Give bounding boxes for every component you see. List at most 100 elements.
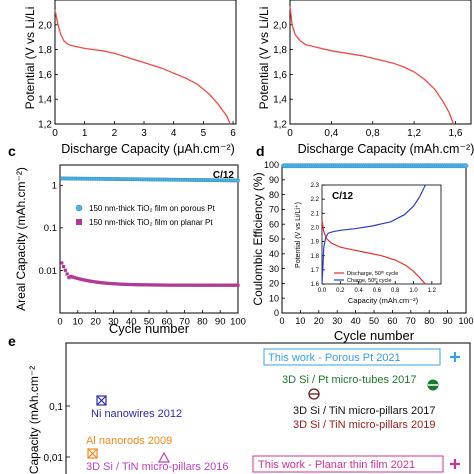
planar-pt-point [127,282,132,287]
x-tick-label: 4 [171,128,177,139]
planar-pt-point [134,283,139,287]
panel-a-frame [54,0,237,125]
al-nanorods-marker [87,448,98,459]
panel-c-yticks: 0.01 0.1 1 [39,181,63,277]
planar-pt-point [150,283,155,287]
panel-e-label: e [8,333,16,349]
si-tin-2016-label: 3D Si / TiN micro-pillars 2016 [86,461,228,473]
panel-c-label: c [8,143,16,159]
ni-nanowires-label: Ni nanowires 2012 [91,408,182,420]
x-tick-label: 1 [82,128,88,139]
panel-c-legend: 150 nm-thick TiO₂ film on porous Pt 150 … [75,204,216,227]
planar-pt-point [156,283,160,287]
panel-b-frame [289,0,472,125]
x-tick-label: 5 [201,128,207,139]
y-tick-label: 70 [269,205,279,215]
planar-pt-point [108,281,112,286]
panel-b-xticks: 0 0,4 0,8 1,2 1,6 [287,121,463,139]
x-tick-label: 30 [108,317,119,328]
panel-d-xticks: 0 10 20 30 40 50 60 70 80 90 100 [279,310,474,326]
x-tick-label: 0,8 [366,128,380,139]
inset-ylabel: Potential (V vs Li/Li⁺) [295,202,302,268]
planar-film-marker [450,459,460,469]
x-tick-label: 60 [387,316,397,326]
panel-a-xlabel: Discharge Capacity (μAh.cm⁻²) [61,142,235,156]
planar-pt-point [142,283,146,287]
inset-frame [321,184,442,285]
planar-pt-point [117,282,121,286]
planar-pt-point [63,268,67,272]
planar-pt-point [197,283,201,287]
porous-pt-point [236,178,240,183]
panel-e: e Capacity (mAh.cm⁻² 0,01 0,1 This work -… [8,333,471,474]
planar-pt-point [81,278,85,282]
x-tick-label: 0 [57,317,62,328]
si-pt-tubes-marker [427,379,439,391]
panel-a-ylabel: Potential (V vs Li/Li [23,7,37,110]
planar-pt-point [76,276,80,281]
legend-label-planar: 150 nm-thick TiO₂ film on planar Pt [89,218,213,227]
planar-pt-point [231,283,235,287]
panel-d-label: d [256,143,265,159]
x-tick-label: 0 [287,128,293,139]
x-tick-label: 70 [179,317,190,328]
planar-pt-point [115,282,119,286]
planar-pt-point [102,281,107,285]
y-tick-label: 2.1 [311,211,320,217]
inset-rate: C/12 [332,191,354,202]
planar-pt-point [145,283,149,287]
planar-pt-point [111,282,115,286]
planar-pt-point [131,282,135,287]
planar-pt-point [159,283,164,287]
planar-pt-point [174,283,178,287]
panel-d-xlabel: Cycle number [334,328,415,343]
y-tick-label: 2.0 [311,226,320,232]
y-tick-label: 100 [264,160,279,170]
planar-pt-point [234,283,238,287]
panel-d-ylabel: Coulombic Efficiency (%) [251,172,265,305]
y-tick-label: 1.6 [311,282,320,288]
planar-pt-point [216,283,221,287]
planar-pt-point [177,283,181,287]
planar-pt-point [86,279,91,283]
planar-pt-point [165,283,169,287]
planar-pt-point [104,281,108,285]
x-tick-label: 100 [458,316,473,326]
planar-pt-point [72,275,76,280]
planar-pt-point [97,280,101,285]
panel-d: d Coulombic Efficiency (%) 0 10 20 30 40 50 60… [251,143,474,343]
planar-pt-point [166,283,171,287]
panel-e-ylabel: Capacity (mAh.cm⁻² [27,366,41,474]
planar-pt-point [88,279,92,283]
planar-pt-point [181,283,185,287]
planar-film-label: This work - Planar thin film 2021 [258,459,415,471]
porous-pt-label: This work - Porous Pt 2021 [268,352,401,364]
porous-pt-box [263,348,441,366]
x-tick-label: 90 [443,316,453,326]
planar-pt-point [190,283,194,287]
panel-c: c C/12 Areal Capacity (mAh.cm⁻²) 0.01 0.1… [8,143,246,336]
planar-pt-point [65,272,69,276]
planar-pt-point [85,278,89,283]
y-tick-label: 1,2 [273,120,287,131]
legend-marker-planar [76,219,82,225]
planar-pt-point [69,274,73,278]
planar-pt-point [95,280,99,284]
panel-d-inset: C/12 Potential (V vs Li/Li⁺) 1.61.71.81.… [295,183,442,305]
inset-legend: Discharge, 50ᵗʰ cycle Charge, 50ᵗʰ cycle [334,270,398,284]
y-tick-label: 80 [269,190,279,200]
planar-pt-point [83,278,87,282]
x-tick-label: 90 [215,317,226,328]
x-tick-label: 0.8 [391,288,400,294]
panel-b-xlabel: Discharge Capacity (mAh.cm⁻²) [298,142,474,156]
x-tick-label: 0,4 [324,128,338,139]
planar-pt-point [223,283,228,287]
planar-pt-point [110,281,114,286]
planar-pt-point [79,277,83,281]
planar-pt-point [61,265,66,269]
planar-pt-point [129,282,133,287]
y-tick-label: 40 [269,249,279,259]
panel-e-frame [65,342,471,474]
y-tick-label: 30 [269,264,279,274]
x-tick-label: 0 [279,316,284,326]
